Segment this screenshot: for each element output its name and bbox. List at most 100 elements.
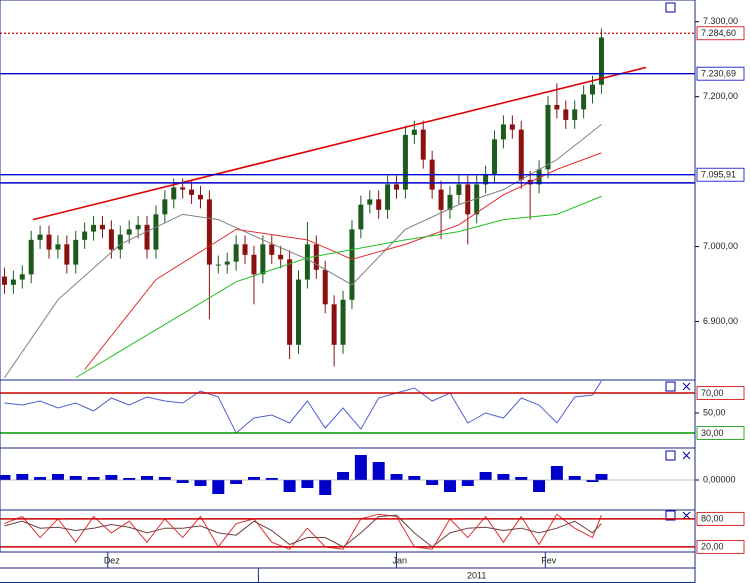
level-label-box	[696, 167, 745, 182]
candle-body	[598, 37, 604, 85]
level-label-box	[696, 66, 745, 81]
close-icon[interactable]	[682, 511, 691, 520]
candle-body	[162, 199, 168, 215]
candle-body	[73, 239, 79, 265]
close-icon[interactable]	[682, 451, 691, 460]
histogram-bar	[51, 474, 64, 480]
histogram-bar	[337, 472, 350, 480]
level-label: 30,00	[701, 428, 724, 438]
histogram-bar	[283, 480, 296, 492]
candle-body	[126, 229, 132, 235]
level-label: 20,00	[701, 542, 724, 552]
candle-body	[509, 124, 515, 130]
candle-body	[242, 244, 248, 255]
candle-body	[269, 244, 275, 255]
candle-body	[251, 254, 257, 275]
candle-body	[64, 244, 70, 265]
candle-body	[581, 94, 587, 110]
panel	[0, 455, 608, 495]
level-label-box	[696, 426, 745, 440]
candle-body	[55, 244, 61, 250]
year-label: 2011	[467, 570, 486, 580]
histogram-bar	[443, 480, 456, 492]
candle-body	[180, 187, 186, 190]
candle-body	[99, 224, 105, 230]
candle-body	[376, 199, 382, 210]
level-label: 70,00	[701, 388, 724, 398]
candle-body	[536, 169, 542, 185]
histogram-bar	[105, 475, 118, 480]
candle-body	[304, 244, 310, 280]
histogram-bar	[515, 477, 528, 480]
histogram-bar	[194, 480, 207, 486]
candle-body	[10, 279, 16, 285]
panel-icons	[665, 2, 691, 521]
candle-body	[331, 304, 337, 345]
candle-body	[590, 84, 596, 95]
moving-average	[75, 195, 602, 379]
x-tick-label: Dez	[104, 555, 121, 565]
histogram-bar	[595, 474, 608, 480]
histogram-bar	[568, 476, 581, 480]
candle-body	[349, 229, 355, 300]
candle-body	[91, 224, 97, 232]
candle-body	[37, 234, 43, 240]
level-label: 7.284,60	[701, 28, 736, 38]
level-label-box	[696, 539, 745, 554]
candle-body	[554, 104, 560, 110]
trend-line	[32, 66, 647, 221]
histogram-bar	[141, 476, 154, 480]
candle-body	[456, 184, 462, 195]
candle-body	[260, 244, 266, 275]
candle-body	[108, 229, 114, 250]
histogram-bar	[123, 478, 136, 480]
histogram-bar	[16, 474, 29, 480]
y-tick-label: 7.200,00	[703, 91, 738, 101]
candle-body	[465, 184, 471, 215]
indicator-line	[4, 513, 602, 550]
moving-average	[84, 152, 602, 370]
candle-body	[46, 234, 52, 250]
panel-icon[interactable]	[665, 2, 676, 13]
candle-body	[189, 189, 195, 195]
candle-body	[518, 129, 524, 180]
y-tick-label: 0,00000	[703, 474, 736, 484]
candle-body	[82, 231, 88, 240]
histogram-bar	[354, 455, 367, 480]
candle-body	[117, 234, 123, 250]
candle-body	[545, 104, 551, 170]
candle-body	[144, 224, 150, 250]
histogram-bar	[158, 477, 171, 480]
histogram-bar	[497, 474, 510, 480]
candle-body	[197, 194, 203, 200]
x-tick-label: Jan	[393, 555, 408, 565]
histogram-bar	[550, 466, 563, 480]
candle-body	[224, 261, 230, 265]
panel-icon[interactable]	[665, 450, 676, 461]
indicator-line	[4, 380, 602, 434]
candle-body	[411, 129, 417, 135]
panel	[4, 380, 602, 434]
y-tick-label: 50,00	[703, 407, 726, 417]
histogram-bar	[319, 480, 332, 495]
y-tick-label: 7.300,00	[703, 16, 738, 26]
panel-icon[interactable]	[665, 381, 676, 392]
moving-average	[4, 124, 602, 379]
histogram-bar	[247, 477, 260, 480]
candle-body	[358, 204, 364, 230]
histogram-bar	[176, 480, 189, 483]
panel-icon[interactable]	[665, 510, 676, 521]
histogram-bar	[533, 480, 546, 492]
indicator-line	[4, 514, 602, 548]
candle-body	[322, 269, 328, 305]
candle-body	[287, 259, 293, 345]
level-label: 7.230,69	[701, 69, 736, 79]
histogram-bar	[230, 480, 243, 484]
close-icon[interactable]	[682, 382, 691, 391]
level-label: 7.095,91	[701, 170, 736, 180]
panel	[1, 28, 604, 379]
candle-body	[278, 254, 284, 260]
histogram-bar	[426, 480, 439, 485]
y-tick-label: 7.000,00	[703, 241, 738, 251]
candle-body	[233, 244, 239, 262]
